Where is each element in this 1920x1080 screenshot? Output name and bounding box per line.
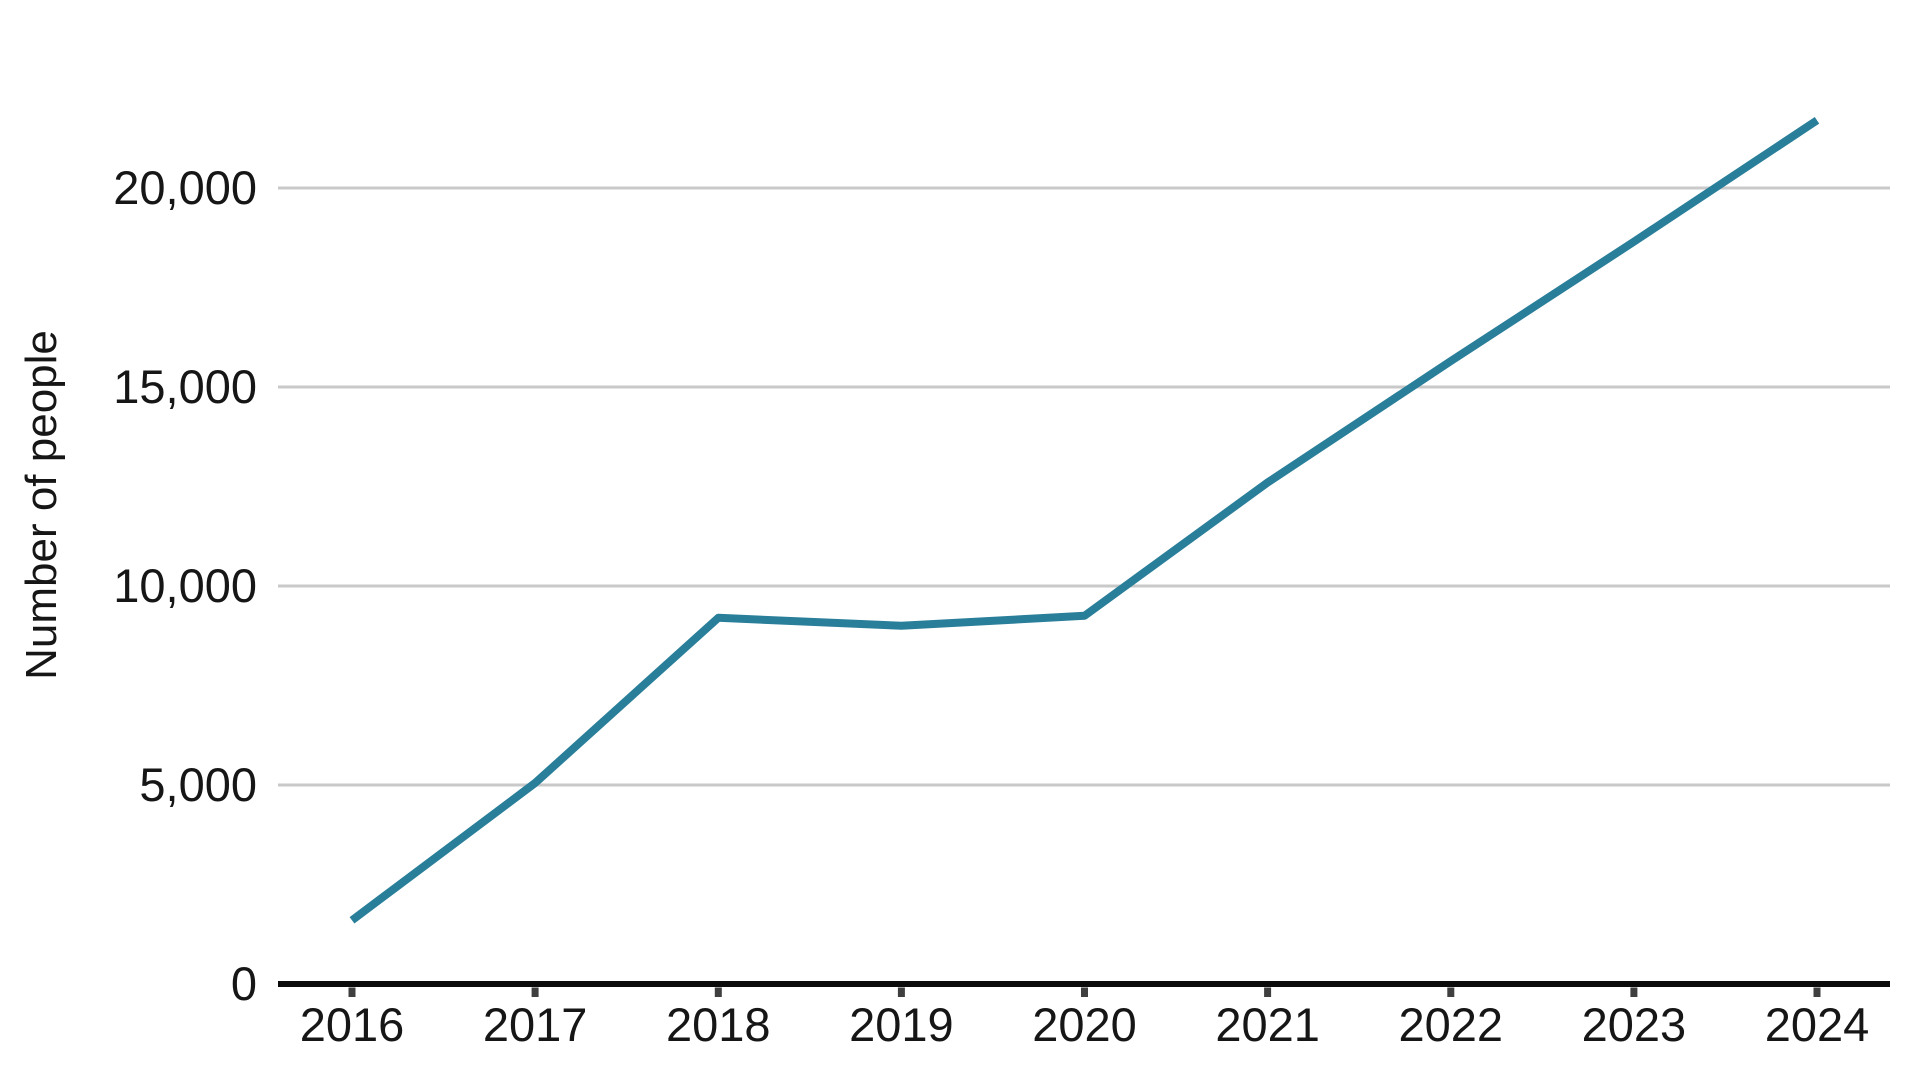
x-tick-label: 2016 — [300, 998, 405, 1051]
x-tick-mark — [1447, 987, 1455, 997]
x-tick-mark — [1264, 987, 1272, 997]
x-axis-line — [278, 981, 1890, 987]
x-tick-marks — [348, 987, 1821, 997]
x-tick-label: 2022 — [1399, 998, 1504, 1051]
x-tick-labels: 2016 2017 2018 2019 2020 2021 2022 2023 2024 — [300, 998, 1870, 1051]
y-tick-labels: 0 5,000 10,000 15,000 20,000 — [113, 161, 257, 1010]
x-tick-label: 2018 — [666, 998, 771, 1051]
x-tick-label: 2020 — [1032, 998, 1137, 1051]
gridlines — [278, 186, 1890, 787]
y-tick-label: 15,000 — [113, 360, 257, 413]
x-tick-label: 2024 — [1765, 998, 1870, 1051]
x-tick-mark — [897, 987, 905, 997]
x-tick-mark — [348, 987, 356, 997]
y-tick-label: 0 — [231, 957, 257, 1010]
y-axis-title: Number of people — [17, 330, 66, 680]
x-tick-label: 2019 — [849, 998, 954, 1051]
x-tick-mark — [1630, 987, 1638, 997]
y-tick-label: 20,000 — [113, 161, 257, 214]
gridline — [278, 584, 1890, 588]
x-tick-label: 2023 — [1582, 998, 1687, 1051]
x-tick-mark — [1081, 987, 1088, 997]
x-tick-mark — [714, 987, 722, 997]
x-tick-mark — [531, 987, 539, 997]
gridline — [278, 186, 1890, 190]
y-tick-label: 5,000 — [139, 758, 257, 811]
x-tick-label: 2017 — [483, 998, 588, 1051]
x-tick-label: 2021 — [1215, 998, 1320, 1051]
gridline — [278, 783, 1890, 787]
y-tick-label: 10,000 — [113, 559, 257, 612]
x-tick-mark — [1813, 987, 1821, 997]
data-line — [349, 116, 1820, 924]
gridline — [278, 385, 1890, 389]
